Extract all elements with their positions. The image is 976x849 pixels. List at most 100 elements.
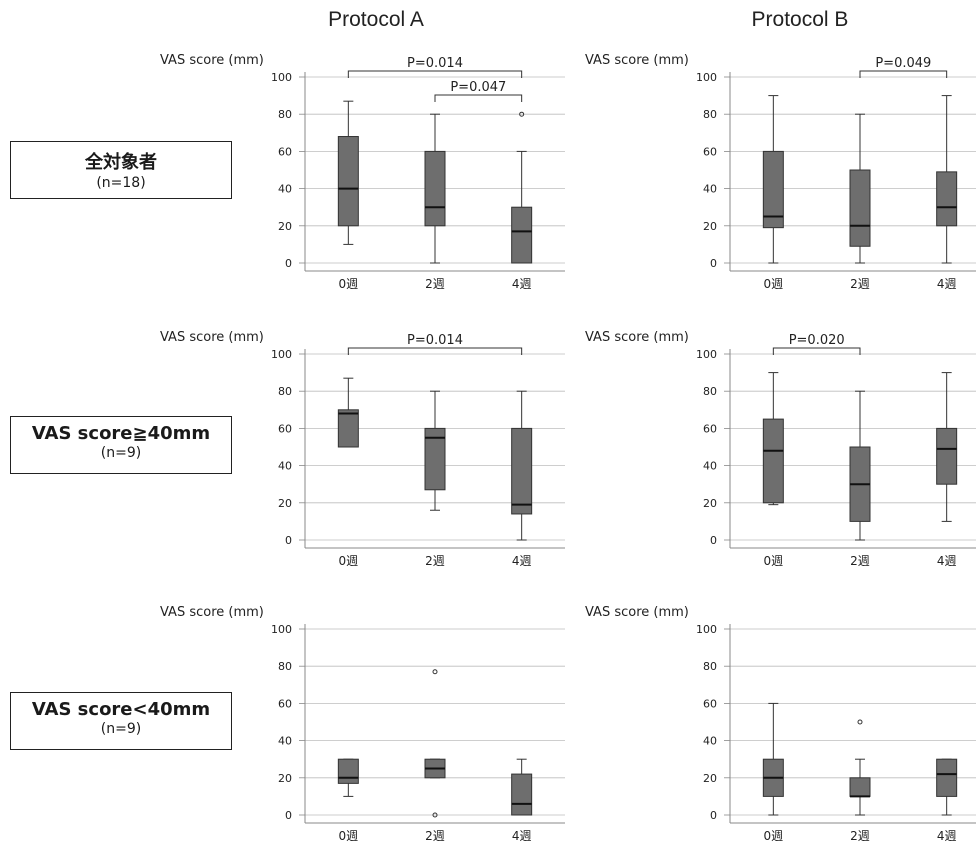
y-tick-label: 60 — [703, 697, 717, 710]
x-tick-label: 4週 — [512, 829, 532, 843]
boxplot-svg: VAS score (mm) 0 20 40 60 80 100 0週 2週 4週 P=0.014 — [160, 330, 565, 568]
boxplot-b-high: VAS score (mm) 0 20 40 60 80 100 0週 2週 4週 P=0.020 — [585, 322, 976, 574]
p-value-label: P=0.047 — [450, 80, 506, 95]
group-label: 全対象者 — [85, 152, 157, 173]
y-axis-label: VAS score (mm) — [160, 330, 264, 345]
box — [337, 409, 359, 448]
y-axis-label: VAS score (mm) — [160, 605, 264, 620]
x-tick-label: 0週 — [764, 829, 784, 843]
y-tick-label: 0 — [285, 534, 292, 547]
x-tick-label: 2週 — [850, 554, 870, 568]
y-axis-label: VAS score (mm) — [585, 330, 689, 345]
y-tick-label: 60 — [703, 145, 717, 158]
x-tick-label: 4週 — [937, 277, 957, 291]
boxplot-a-high: VAS score (mm) 0 20 40 60 80 100 0週 2週 4週 P=0.014 — [160, 322, 575, 574]
x-tick-label: 0週 — [339, 554, 359, 568]
y-tick-label: 80 — [278, 660, 292, 673]
y-tick-label: 80 — [703, 108, 717, 121]
y-tick-label: 80 — [703, 660, 717, 673]
box — [762, 150, 784, 229]
boxplot-svg: VAS score (mm) 0 20 40 60 80 100 0週 2週 4週 — [160, 605, 565, 843]
x-tick-label: 4週 — [512, 277, 532, 291]
y-tick-label: 60 — [278, 422, 292, 435]
box — [936, 427, 958, 485]
y-tick-label: 0 — [710, 809, 717, 822]
y-tick-label: 60 — [278, 697, 292, 710]
x-tick-label: 2週 — [425, 554, 445, 568]
x-tick-label: 2週 — [850, 277, 870, 291]
y-tick-label: 40 — [278, 460, 292, 473]
y-tick-label: 60 — [278, 145, 292, 158]
group-label: VAS score<40mm — [31, 699, 211, 720]
box — [337, 136, 359, 227]
outlier-point — [857, 719, 863, 725]
y-tick-label: 0 — [710, 257, 717, 270]
group-n: (n=9) — [100, 721, 142, 737]
y-tick-label: 100 — [696, 71, 717, 84]
boxplot-svg: VAS score (mm) 0 20 40 60 80 100 0週 2週 4週 P=0.020 — [585, 330, 976, 568]
y-tick-label: 0 — [285, 809, 292, 822]
significance-bracket — [859, 70, 948, 78]
significance-bracket — [772, 347, 861, 355]
y-tick-label: 80 — [703, 385, 717, 398]
y-tick-label: 100 — [696, 348, 717, 361]
x-tick-label: 4週 — [937, 554, 957, 568]
x-tick-label: 0週 — [764, 277, 784, 291]
x-tick-label: 0週 — [339, 829, 359, 843]
significance-bracket — [434, 94, 523, 102]
box — [424, 150, 446, 227]
x-tick-label: 2週 — [425, 277, 445, 291]
box — [849, 777, 871, 797]
y-tick-label: 0 — [710, 534, 717, 547]
x-tick-label: 0週 — [764, 554, 784, 568]
boxplot-svg: VAS score (mm) 0 20 40 60 80 100 0週 2週 4週 — [585, 605, 976, 843]
y-tick-label: 80 — [278, 108, 292, 121]
significance-bracket — [347, 347, 523, 355]
box — [936, 171, 958, 227]
box — [337, 758, 359, 784]
box — [849, 169, 871, 247]
boxplot-b-low: VAS score (mm) 0 20 40 60 80 100 0週 2週 4週 — [585, 597, 976, 849]
x-tick-label: 4週 — [937, 829, 957, 843]
group-label: VAS score≧40mm — [31, 423, 211, 444]
outlier-point — [432, 812, 438, 818]
y-tick-label: 40 — [703, 183, 717, 196]
significance-bracket — [347, 70, 523, 78]
box — [936, 758, 958, 797]
group-n: (n=18) — [96, 175, 146, 191]
protocol-b-title: Protocol B — [751, 8, 849, 31]
box — [511, 773, 533, 816]
p-value-label: P=0.014 — [407, 333, 463, 348]
y-axis-label: VAS score (mm) — [160, 53, 264, 68]
y-tick-label: 40 — [278, 183, 292, 196]
y-tick-label: 20 — [278, 220, 292, 233]
boxplot-a-all: VAS score (mm) 0 20 40 60 80 100 0週 2週 4週 P=0.014 P… — [160, 45, 575, 297]
p-value-label: P=0.049 — [875, 56, 931, 71]
y-tick-label: 100 — [271, 71, 292, 84]
y-tick-label: 40 — [278, 735, 292, 748]
outlier-point — [519, 111, 525, 117]
p-value-label: P=0.020 — [789, 333, 845, 348]
y-tick-label: 20 — [703, 497, 717, 510]
x-tick-label: 4週 — [512, 554, 532, 568]
y-tick-label: 40 — [703, 460, 717, 473]
y-tick-label: 0 — [285, 257, 292, 270]
boxplot-b-all: VAS score (mm) 0 20 40 60 80 100 0週 2週 4週 P=0.049 — [585, 45, 976, 297]
box — [762, 418, 784, 504]
protocol-a-title: Protocol A — [328, 8, 424, 31]
outlier-point — [432, 669, 438, 675]
group-low-vas-box: VAS score<40mm (n=9) — [10, 692, 232, 750]
x-tick-label: 0週 — [339, 277, 359, 291]
y-tick-label: 100 — [271, 623, 292, 636]
box — [424, 427, 446, 491]
y-tick-label: 60 — [703, 422, 717, 435]
y-tick-label: 40 — [703, 735, 717, 748]
y-tick-label: 100 — [696, 623, 717, 636]
box — [511, 427, 533, 515]
y-axis-label: VAS score (mm) — [585, 605, 689, 620]
x-tick-label: 2週 — [850, 829, 870, 843]
y-tick-label: 20 — [278, 772, 292, 785]
box — [511, 206, 533, 264]
y-tick-label: 20 — [278, 497, 292, 510]
y-tick-label: 80 — [278, 385, 292, 398]
